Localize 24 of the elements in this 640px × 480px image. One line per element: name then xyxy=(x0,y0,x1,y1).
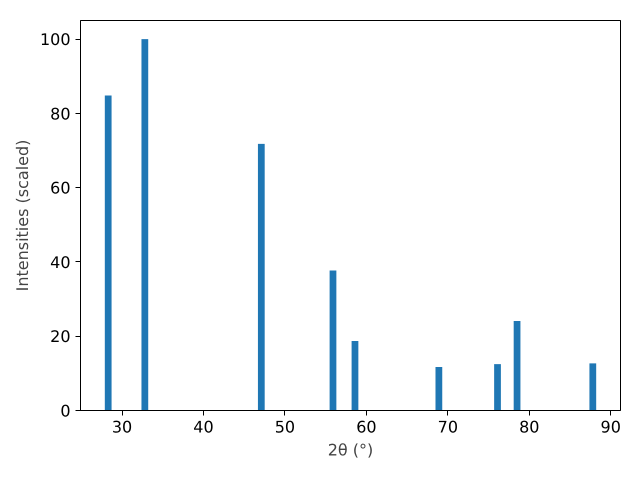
bar xyxy=(494,364,501,410)
x-tick-label: 60 xyxy=(356,418,377,436)
bar xyxy=(352,341,358,410)
x-tick-label: 70 xyxy=(438,418,458,436)
y-tick-label: 20 xyxy=(50,327,70,346)
bar xyxy=(435,367,442,410)
bar xyxy=(104,96,112,410)
bar xyxy=(589,363,596,410)
bar xyxy=(330,270,336,410)
x-tick-label: 30 xyxy=(112,418,132,436)
y-tick-label: 0 xyxy=(60,402,71,420)
x-tick-label: 90 xyxy=(600,418,621,436)
y-tick-label: 60 xyxy=(50,178,70,198)
bar xyxy=(258,144,265,410)
x-tick-label: 80 xyxy=(519,418,540,436)
x-tick-label: 50 xyxy=(274,418,296,436)
y-tick-label: 40 xyxy=(50,252,70,272)
y-axis-title: Intensities (scaled) xyxy=(12,140,32,292)
y-tick-label: 80 xyxy=(50,104,70,124)
y-tick-label: 100 xyxy=(40,30,71,50)
x-tick-label: 40 xyxy=(193,418,214,436)
bar xyxy=(141,39,148,410)
bar xyxy=(514,320,520,410)
x-axis-title: 2θ (°) xyxy=(328,440,374,460)
